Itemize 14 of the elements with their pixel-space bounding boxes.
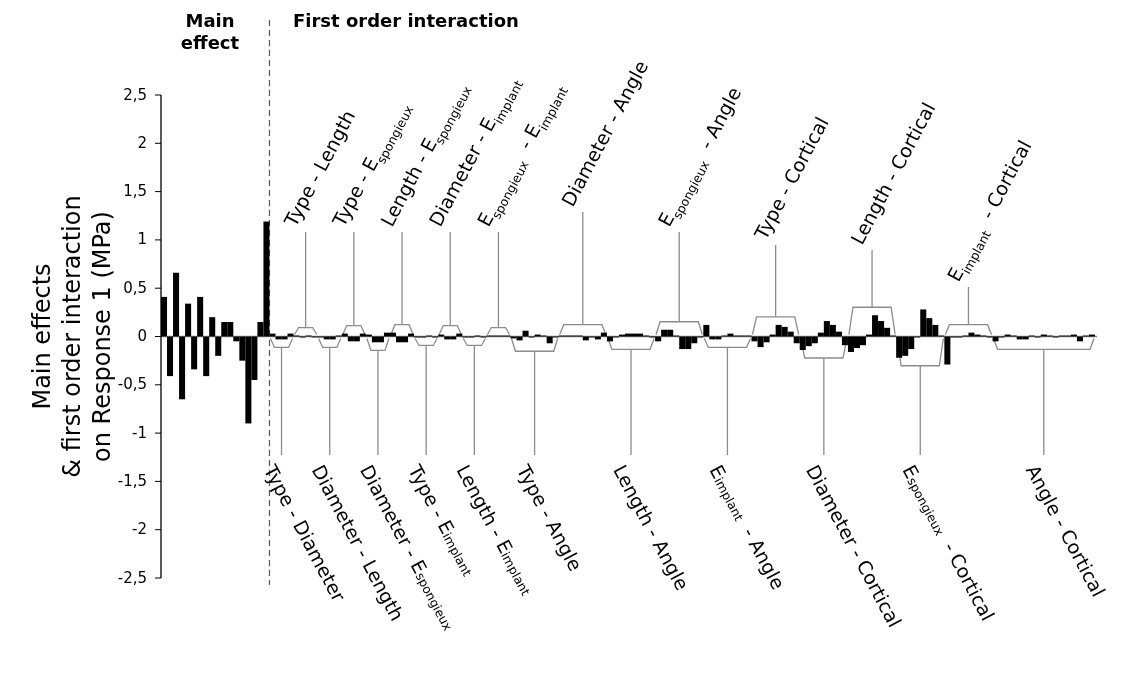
y-tick-label: 1 [137, 230, 147, 249]
y-tick-label: -2 [132, 520, 147, 539]
y-tick-label: 2,5 [123, 85, 147, 104]
y-tick-label: -1 [132, 423, 147, 442]
y-tick-label: -0,5 [117, 375, 147, 394]
text: Main effect [180, 10, 240, 53]
y-tick-label: 0 [137, 327, 147, 345]
y-tick-label: -2,5 [117, 568, 147, 587]
text: First order interaction [293, 10, 519, 31]
y-tick-label: 1,5 [123, 182, 147, 201]
y-tick-label: -1,5 [117, 471, 147, 490]
y-axis-title: Main effects & first order interaction on Response 1 (MPa) [28, 195, 116, 478]
y-tick-label: 2 [137, 133, 147, 152]
y-tick-label: 0,5 [123, 278, 147, 297]
